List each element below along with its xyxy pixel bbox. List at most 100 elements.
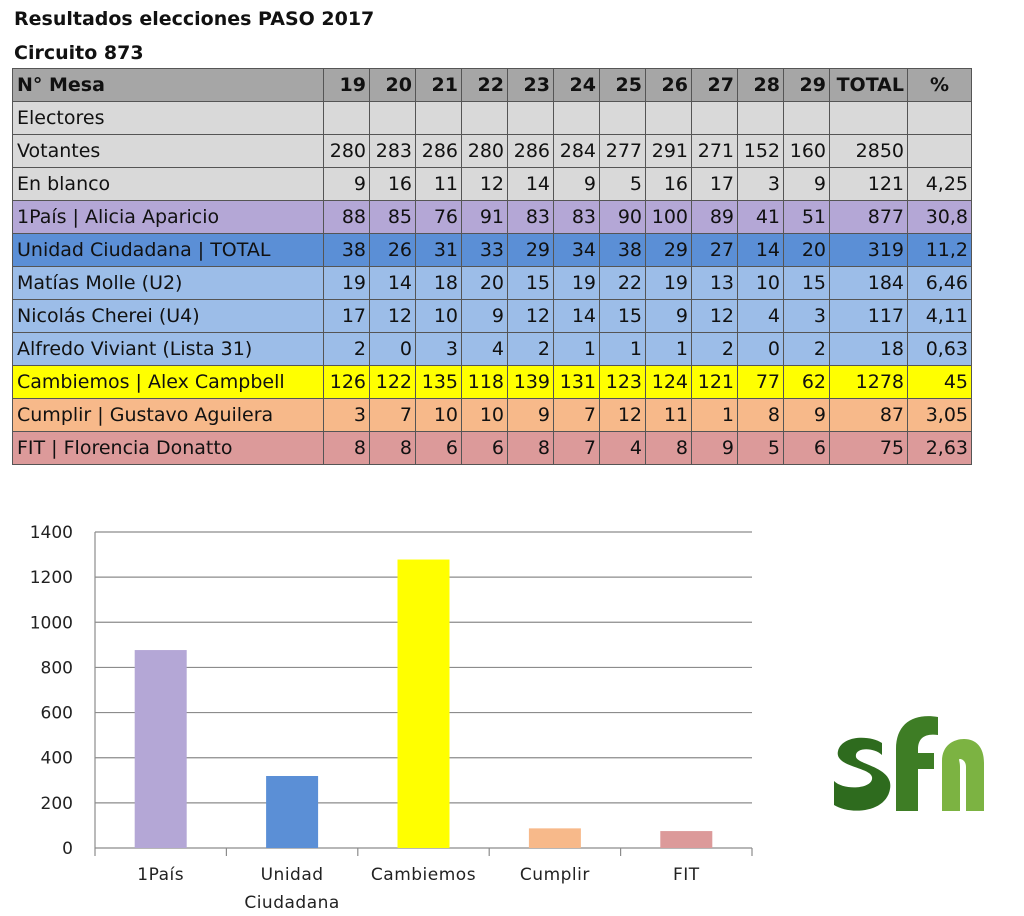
table-cell: 284 xyxy=(553,134,600,168)
table-cell: 8 xyxy=(507,431,554,465)
table-cell: 6,46 xyxy=(907,266,972,300)
table-cell: 122 xyxy=(369,365,416,399)
table-cell: 135 xyxy=(415,365,462,399)
table-cell: 45 xyxy=(907,365,972,399)
table-cell: 17 xyxy=(323,299,370,333)
table-cell: 4,11 xyxy=(907,299,972,333)
table-cell: 83 xyxy=(507,200,554,234)
y-tick-label: 1200 xyxy=(30,568,73,588)
row-label: Matías Molle (U2) xyxy=(12,266,324,300)
table-cell: 7 xyxy=(369,398,416,432)
table-cell: 1278 xyxy=(829,365,908,399)
bar-chart: 0 200 400 600 800 1000 1200 1400 1País Unidad Ciud… xyxy=(30,523,753,913)
table-cell: 87 xyxy=(829,398,908,432)
column-header: 27 xyxy=(691,68,738,102)
table-cell xyxy=(829,101,908,135)
y-tick-label: 0 xyxy=(62,839,73,859)
table-cell: 85 xyxy=(369,200,416,234)
table-cell: 8 xyxy=(737,398,784,432)
table-cell: 15 xyxy=(783,266,830,300)
table-cell: 6 xyxy=(461,431,508,465)
x-tick-label: Cumplir xyxy=(520,865,590,885)
table-cell: 2850 xyxy=(829,134,908,168)
table-cell: 6 xyxy=(783,431,830,465)
table-cell xyxy=(691,101,738,135)
table-cell xyxy=(907,134,972,168)
table-cell: 124 xyxy=(645,365,692,399)
table-cell: 160 xyxy=(783,134,830,168)
table-cell: 20 xyxy=(461,266,508,300)
table-cell: 3 xyxy=(783,299,830,333)
row-label: Cambiemos | Alex Campbell xyxy=(12,365,324,399)
table-cell: 3 xyxy=(415,332,462,366)
row-label: Votantes xyxy=(12,134,324,168)
column-header: 26 xyxy=(645,68,692,102)
table-cell: 75 xyxy=(829,431,908,465)
bar-1pa-s xyxy=(134,650,187,848)
x-tick-label: Ciudadana xyxy=(244,893,339,913)
table-row: Nicolás Cherei (U4) 17 12 10 9 12 14 15 9 12 4 3 117… xyxy=(12,299,972,333)
table-cell: 62 xyxy=(783,365,830,399)
table-row: Electores xyxy=(12,101,972,135)
table-cell: 19 xyxy=(645,266,692,300)
table-cell: 29 xyxy=(507,233,554,267)
table-cell: 283 xyxy=(369,134,416,168)
table-cell: 121 xyxy=(829,167,908,201)
table-cell: 38 xyxy=(599,233,646,267)
results-table: N° Mesa 19 20 21 22 23 24 25 26 27 28 29 TOTAL% Elect… xyxy=(12,68,972,465)
bar-cumplir xyxy=(528,828,581,848)
table-cell: 18 xyxy=(829,332,908,366)
row-label: Nicolás Cherei (U4) xyxy=(12,299,324,333)
page-title: Resultados elecciones PASO 2017 xyxy=(14,8,375,30)
table-cell: 1 xyxy=(645,332,692,366)
y-tick-label: 400 xyxy=(41,749,73,769)
table-cell: 5 xyxy=(737,431,784,465)
table-cell: 10 xyxy=(461,398,508,432)
table-cell: 4,25 xyxy=(907,167,972,201)
table-cell: 1 xyxy=(691,398,738,432)
table-cell: 7 xyxy=(553,398,600,432)
column-header: % xyxy=(907,68,972,102)
table-cell: 14 xyxy=(507,167,554,201)
table-cell: 9 xyxy=(461,299,508,333)
table-cell: 291 xyxy=(645,134,692,168)
table-cell: 76 xyxy=(415,200,462,234)
table-cell: 33 xyxy=(461,233,508,267)
table-row: Matías Molle (U2) 19 14 18 20 15 19 22 19 13 10 15 1… xyxy=(12,266,972,300)
column-header: 22 xyxy=(461,68,508,102)
table-row: 1País | Alicia Aparicio 88 85 76 91 83 83 90 100… xyxy=(12,200,972,234)
table-cell: 9 xyxy=(783,398,830,432)
table-cell: 131 xyxy=(553,365,600,399)
row-label: En blanco xyxy=(12,167,324,201)
bar-unidad-ciudadana xyxy=(266,775,319,848)
table-cell: 12 xyxy=(507,299,554,333)
table-row: En blanco 9 16 11 12 14 9 5 16 17 3 9 121 4,25 xyxy=(12,167,972,201)
table-cell: 14 xyxy=(737,233,784,267)
table-cell: 38 xyxy=(323,233,370,267)
table-cell: 9 xyxy=(645,299,692,333)
table-cell: 27 xyxy=(691,233,738,267)
table-cell: 34 xyxy=(553,233,600,267)
table-cell xyxy=(507,101,554,135)
table-cell: 139 xyxy=(507,365,554,399)
table-cell: 9 xyxy=(783,167,830,201)
table-header-row: N° Mesa 19 20 21 22 23 24 25 26 27 28 29 TOTAL% xyxy=(12,68,972,102)
column-header: 29 xyxy=(783,68,830,102)
column-header: 21 xyxy=(415,68,462,102)
row-label: Electores xyxy=(12,101,324,135)
table-cell: 41 xyxy=(737,200,784,234)
table-cell: 6 xyxy=(415,431,462,465)
table-cell: 2 xyxy=(507,332,554,366)
table-cell: 286 xyxy=(507,134,554,168)
table-cell: 9 xyxy=(323,167,370,201)
bar-fit xyxy=(660,831,713,848)
table-cell: 2 xyxy=(323,332,370,366)
table-cell: 10 xyxy=(415,299,462,333)
table-cell: 11 xyxy=(415,167,462,201)
table-cell: 11 xyxy=(645,398,692,432)
table-cell: 184 xyxy=(829,266,908,300)
table-cell: 8 xyxy=(369,431,416,465)
table-cell: 280 xyxy=(323,134,370,168)
table-cell: 10 xyxy=(737,266,784,300)
table-cell: 12 xyxy=(461,167,508,201)
